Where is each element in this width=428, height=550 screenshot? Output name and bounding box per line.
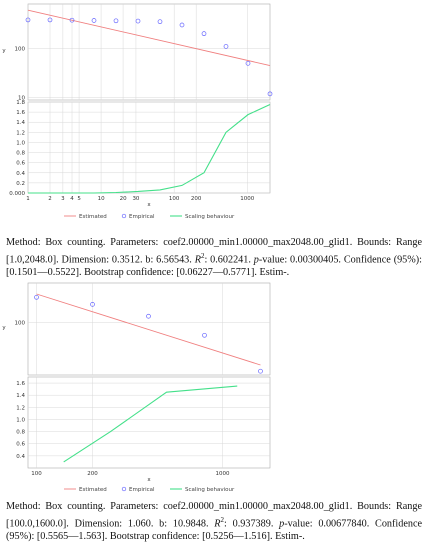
y-axis-label: y <box>2 325 6 331</box>
y-tick-label-bottom: 0.000 <box>9 191 25 197</box>
x-tick-label: 2 <box>48 196 52 202</box>
legend-scaling-label: Scaling behaviour <box>185 214 235 220</box>
caption-2-r2: : 0.937389. <box>224 517 280 529</box>
empirical-point <box>25 17 31 23</box>
caption-2: Method: Box counting. Parameters: coef2.… <box>6 501 422 543</box>
y-tick-label-bottom: 1.8 <box>16 100 25 106</box>
caption-1-r2: : 0.602241. <box>204 253 254 265</box>
caption-2-pre: Method: Box counting. Parameters: coef2.… <box>6 501 422 529</box>
legend-estimated-label: Estimated <box>79 487 107 493</box>
x-tick-label: 1000 <box>216 471 230 477</box>
empirical-point <box>179 22 185 28</box>
y-tick-label-top: 100 <box>15 321 26 327</box>
legend-estimated-label: Estimated <box>79 214 107 220</box>
y-tick-label-top: 10 <box>18 96 25 102</box>
empirical-point <box>258 368 263 374</box>
x-tick-label: 1 <box>26 196 30 202</box>
empirical-point <box>267 91 273 97</box>
y-tick-label-bottom: 0.8 <box>16 430 25 436</box>
chart-1: 1 2 3 4 5 10 20 30 100 200 1000 x 100 10 y 1.8 1.6 1.4 1.2… <box>2 3 273 220</box>
x-tick-label: 200 <box>87 471 98 477</box>
empirical-point <box>113 18 119 24</box>
caption-2-r2-label: R <box>214 517 221 529</box>
y-tick-label-bottom: 1.4 <box>16 393 25 399</box>
y-tick-label-bottom: 1.0 <box>16 417 25 423</box>
legend-scaling-label: Scaling behaviour <box>185 487 235 493</box>
empirical-point <box>90 302 95 307</box>
y-tick-label-bottom: 0.6 <box>16 161 25 167</box>
top-panel <box>27 282 271 376</box>
y-tick-label-bottom: 1.2 <box>16 130 25 136</box>
x-axis-label: x <box>147 202 151 208</box>
empirical-point <box>245 60 251 66</box>
legend-empirical-swatch <box>121 213 127 219</box>
scaling-line <box>28 104 271 194</box>
empirical-point <box>69 17 75 23</box>
estimated-line <box>27 9 271 67</box>
y-tick-label-bottom: 1.0 <box>16 140 25 146</box>
x-tick-label: 5 <box>77 196 81 202</box>
empirical-point <box>91 18 97 23</box>
empirical-point <box>201 31 207 37</box>
caption-1: Method: Box counting. Parameters: coef2.… <box>6 237 422 279</box>
x-tick-label: 200 <box>191 196 202 202</box>
chart-2: 100 200 1000 x 100 y 1.6 1.4 1.2 1.0 0.8 0.6 0.4 Esti… <box>2 282 271 493</box>
y-tick-label-bottom: 0.6 <box>16 442 25 448</box>
caption-1-r2-label: R <box>194 253 201 265</box>
empirical-point <box>146 313 151 319</box>
y-tick-label-bottom: 0.4 <box>16 454 25 460</box>
caption-1-pre: Method: Box counting. Parameters: coef2.… <box>6 237 422 265</box>
x-tick-label: 3 <box>61 196 65 202</box>
y-tick-label-bottom: 0.2 <box>16 181 25 187</box>
caption-2-post: -value: 0.00677840. Confidence (95%): [0… <box>6 517 422 543</box>
x-tick-label: 20 <box>120 196 127 202</box>
caption-1-post: -value: 0.00300405. Confidence (95%): [0… <box>6 253 422 279</box>
top-panel <box>27 3 271 101</box>
bottom-panel <box>27 376 271 469</box>
y-tick-label-bottom: 0.4 <box>16 171 25 177</box>
x-tick-label: 30 <box>132 196 139 202</box>
x-tick-label: 1000 <box>240 196 254 202</box>
bottom-panel <box>27 101 271 194</box>
legend-empirical-label: Empirical <box>129 487 155 493</box>
y-tick-label-bottom: 0.8 <box>16 151 25 157</box>
y-tick-label-bottom: 1.6 <box>16 381 25 387</box>
x-tick-label: 10 <box>98 196 105 202</box>
y-tick-label-bottom: 1.6 <box>16 110 25 116</box>
x-tick-label: 4 <box>70 196 74 202</box>
x-tick-label: 100 <box>31 471 42 477</box>
y-tick-label-bottom: 1.2 <box>16 405 25 411</box>
empirical-point <box>202 332 207 338</box>
caption-1-p-label: p <box>253 253 259 265</box>
empirical-point <box>47 17 53 23</box>
y-axis-label: y <box>2 48 6 54</box>
x-tick-label: 100 <box>169 196 180 202</box>
legend-empirical-label: Empirical <box>129 214 155 220</box>
y-tick-label-top: 100 <box>15 46 26 52</box>
empirical-point <box>223 44 229 49</box>
scaling-line <box>63 385 238 463</box>
empirical-point <box>34 294 39 300</box>
empirical-point <box>135 18 141 24</box>
empirical-point <box>157 19 163 25</box>
y-tick-label-bottom: 1.4 <box>16 120 25 126</box>
legend-empirical-swatch <box>121 486 127 492</box>
estimated-line <box>36 293 261 366</box>
caption-2-p-label: p <box>279 517 285 529</box>
x-axis-label: x <box>147 477 151 483</box>
